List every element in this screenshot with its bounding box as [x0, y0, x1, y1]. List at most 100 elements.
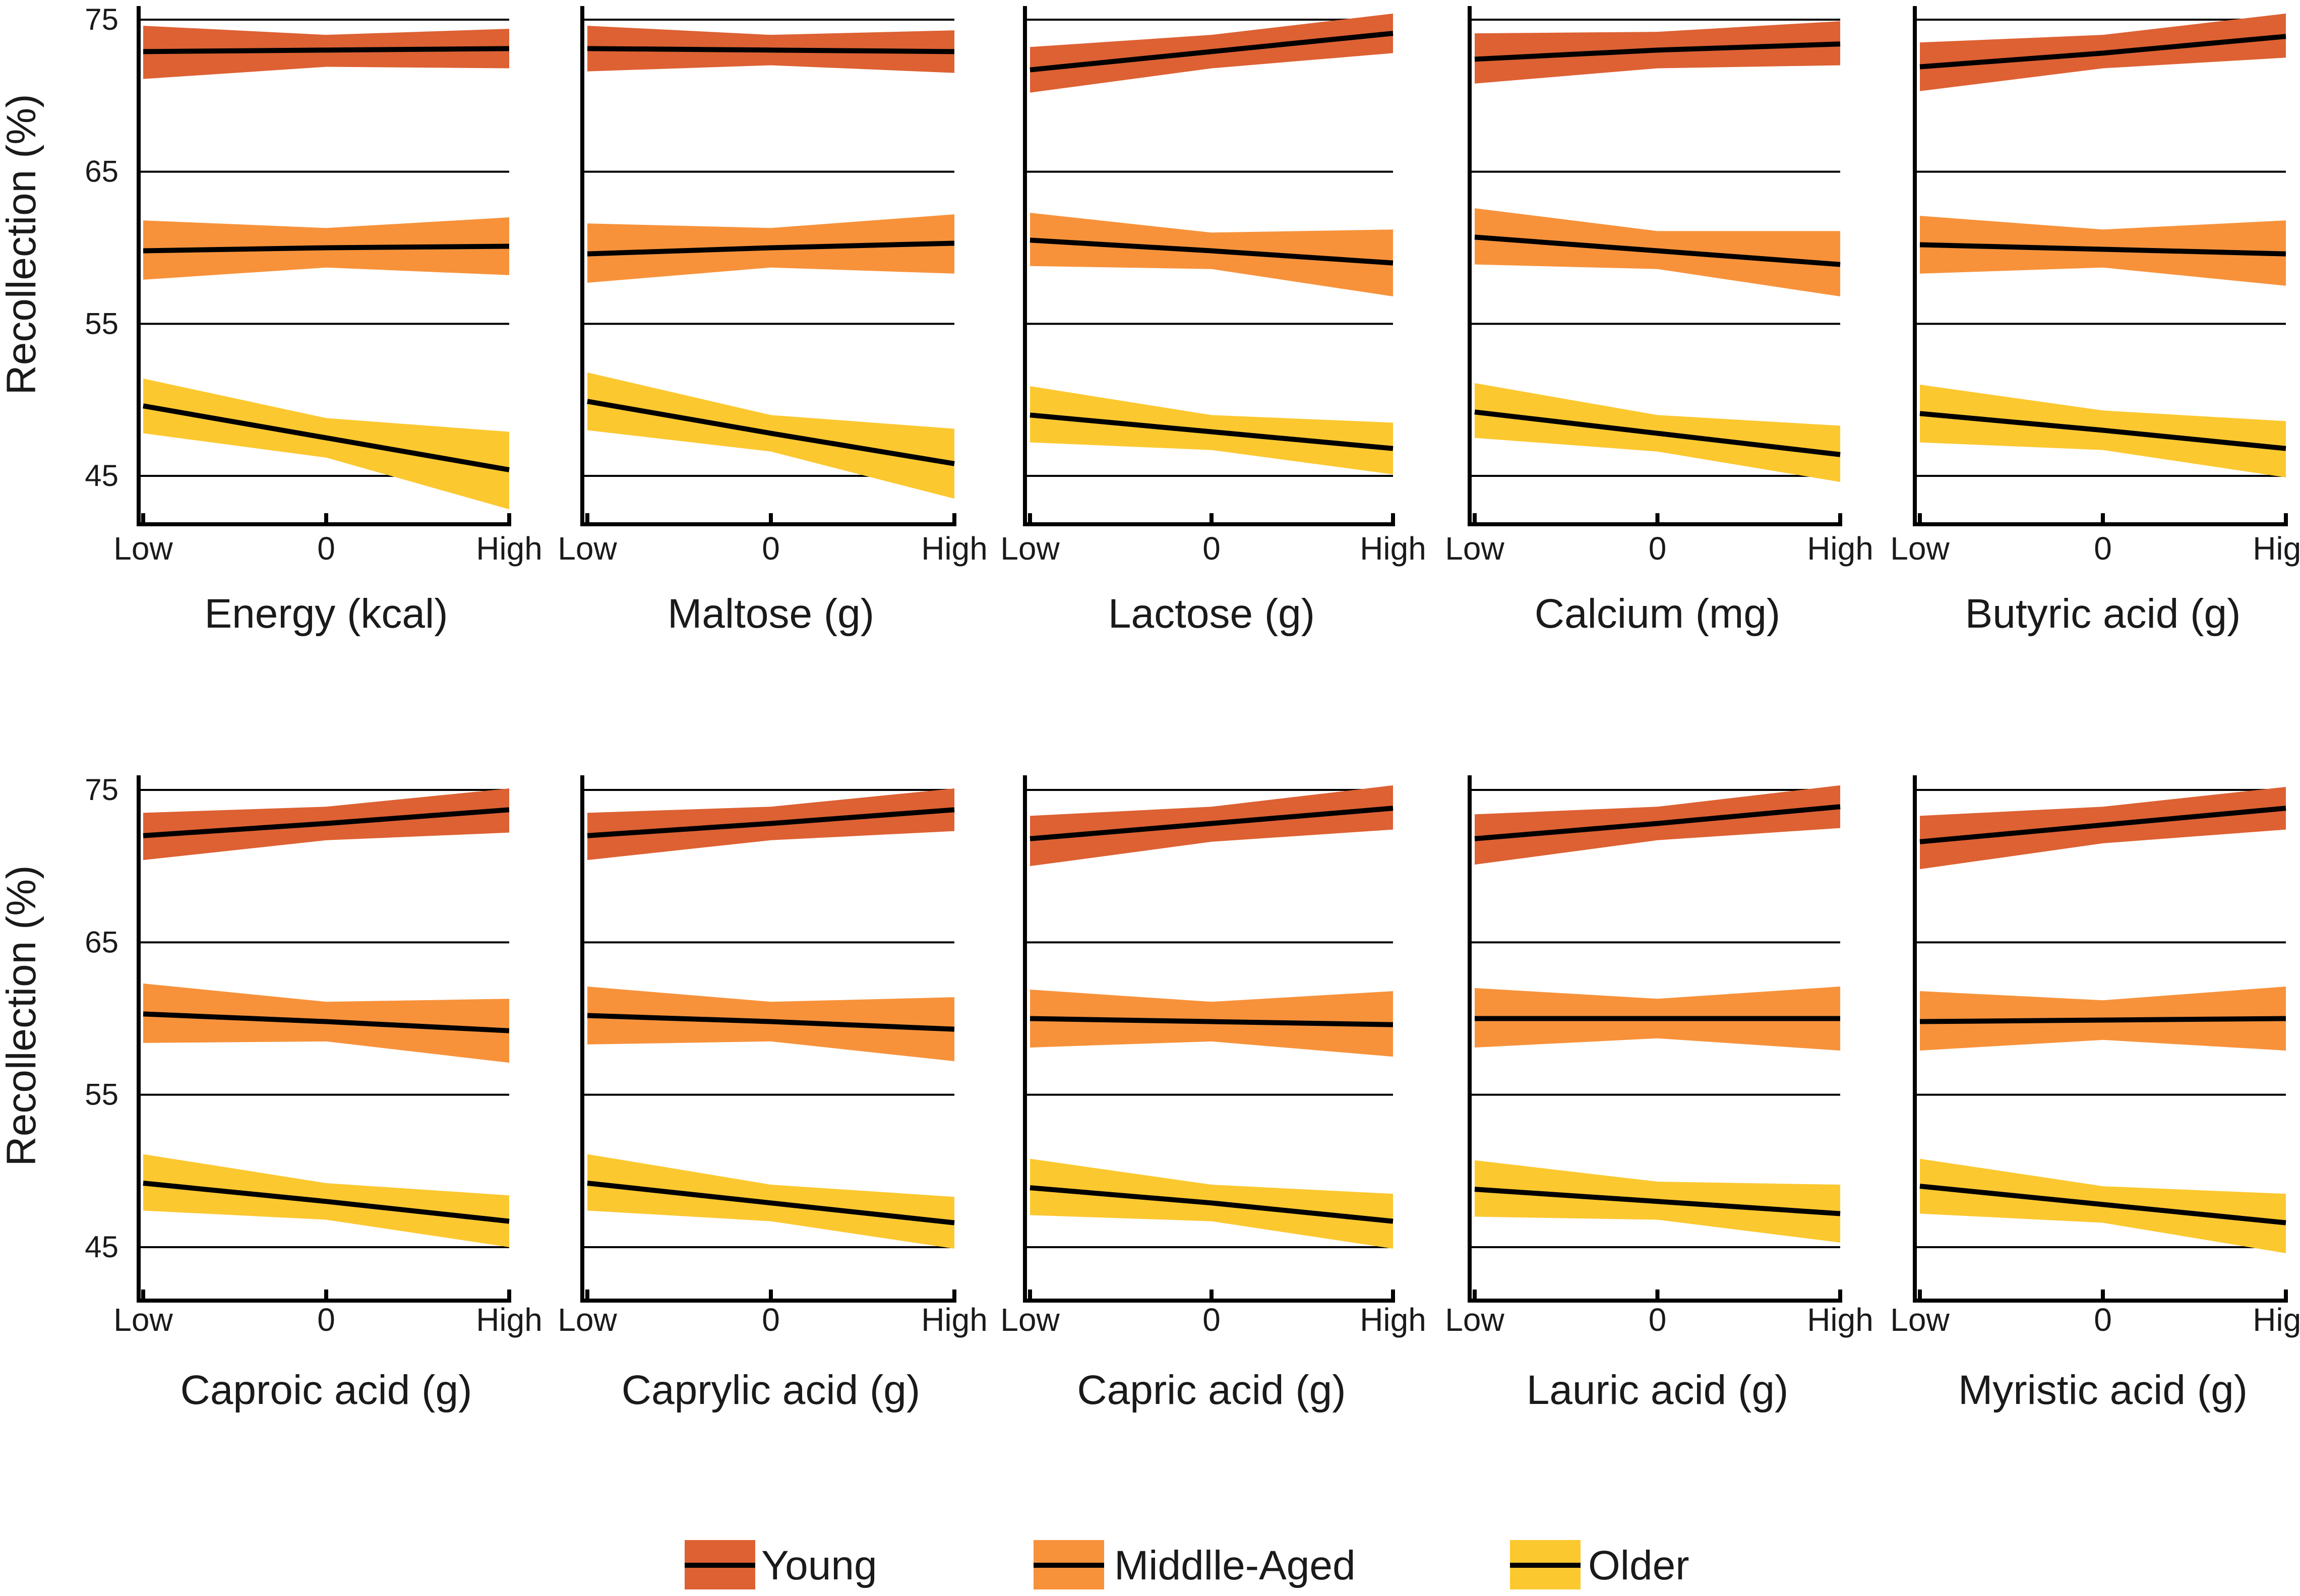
fit-line-middle-aged — [1919, 242, 2286, 257]
x-tick-label: Low — [1445, 1302, 1504, 1338]
x-axis-label: Butyric acid (g) — [1965, 591, 2241, 637]
fit-line-middle-aged — [587, 240, 955, 257]
x-tick-label: 0 — [317, 530, 335, 567]
fit-line-young — [143, 807, 510, 838]
fit-line-middle-aged — [1919, 1016, 2286, 1024]
fit-line-young — [1919, 34, 2286, 70]
fit-line-middle-aged — [143, 1011, 510, 1033]
ci-band-older — [143, 378, 509, 510]
x-tick-label: Low — [1890, 1302, 1950, 1338]
x-tick-label: Low — [558, 1302, 617, 1338]
x-tick-label: 0 — [1649, 530, 1667, 567]
panel-lauric-acid-g: Low 0 High Lauric acid (g) — [1445, 775, 1873, 1413]
x-tick-label: High — [2253, 530, 2300, 567]
x-axis-label: Maltose (g) — [668, 591, 874, 637]
y-tick-label: 65 — [85, 155, 118, 189]
legend-item-young: Young — [685, 1540, 877, 1589]
panel-lactose-g: Low 0 High Lactose (g) — [1000, 6, 1426, 637]
y-tick-label: 65 — [85, 925, 118, 959]
panel-maltose-g: Low 0 High Maltose (g) — [558, 6, 988, 637]
fit-line-middle-aged — [1030, 1016, 1394, 1027]
x-axis-label: Caproic acid (g) — [180, 1367, 472, 1413]
panel-calcium-mg: Low 0 High Calcium (mg) — [1445, 6, 1873, 637]
fit-line-young — [143, 46, 510, 54]
panel-butyric-acid-g: Low 0 High Butyric acid (g) — [1890, 6, 2300, 637]
x-axis-label: Caprylic acid (g) — [622, 1367, 920, 1413]
fit-line-middle-aged — [143, 243, 510, 254]
fit-line-older — [587, 1181, 955, 1225]
fit-line-older — [1919, 411, 2286, 451]
fit-line-middle-aged — [1030, 237, 1394, 266]
x-tick-label: 0 — [762, 530, 780, 567]
fit-line-older — [1474, 1187, 1841, 1216]
legend-item-older: Older — [1510, 1540, 1689, 1589]
fit-line-young — [1919, 806, 2286, 844]
legend: Young Middlle-Aged Older — [685, 1540, 1689, 1589]
fit-line-middle-aged — [587, 1013, 955, 1032]
x-tick-label: 0 — [1649, 1302, 1667, 1338]
x-axis-label: Lactose (g) — [1108, 591, 1315, 637]
panel-myristic-acid-g: Low 0 HighMyristic acid (g) — [1890, 775, 2300, 1413]
x-tick-label: High — [1360, 1302, 1426, 1338]
x-tick-label: Low — [1000, 1302, 1060, 1338]
x-tick-label: High — [1360, 530, 1426, 567]
y-axis-label: Recollection (%) — [0, 94, 44, 395]
x-tick-label: Low — [1000, 530, 1060, 567]
fit-line-older — [1919, 1184, 2286, 1225]
fit-line-young — [1030, 31, 1394, 73]
x-tick-label: Low — [113, 530, 173, 567]
x-tick-label: High — [921, 530, 988, 567]
x-axis-label: Calcium (mg) — [1535, 591, 1780, 637]
fit-line-older — [143, 1181, 510, 1224]
ci-band-young — [1920, 786, 2286, 870]
fit-line-older — [1030, 412, 1394, 451]
fit-line-older — [587, 399, 955, 466]
fit-line-older — [1030, 1185, 1394, 1224]
y-tick-label: 75 — [85, 773, 118, 807]
ci-band-middle-aged — [1030, 213, 1393, 297]
x-tick-label: High — [2253, 1302, 2300, 1338]
x-tick-label: High — [1807, 1302, 1873, 1338]
fit-line-young — [587, 46, 955, 54]
x-tick-label: Low — [1445, 530, 1504, 567]
x-tick-label: 0 — [762, 1302, 780, 1338]
x-tick-label: High — [476, 530, 542, 567]
fit-line-young — [587, 807, 955, 838]
fit-line-middle-aged — [1474, 234, 1841, 267]
fit-line-young — [1474, 41, 1841, 62]
x-tick-label: High — [1807, 530, 1873, 567]
y-axis-label: Recollection (%) — [0, 866, 44, 1167]
legend-item-middle-aged: Middlle-Aged — [1034, 1540, 1356, 1589]
x-tick-label: Low — [113, 1302, 173, 1338]
fit-line-older — [143, 403, 510, 472]
x-tick-label: High — [476, 1302, 542, 1338]
panel-grid: Low 0 High Energy (kcal) 45 55 65 75 Recollectio… — [0, 3, 2300, 1413]
x-tick-label: Low — [558, 530, 617, 567]
x-tick-label: Low — [1890, 530, 1950, 567]
x-axis-label: Lauric acid (g) — [1527, 1367, 1789, 1413]
x-tick-label: 0 — [1202, 530, 1221, 567]
x-axis-label: Capric acid (g) — [1077, 1367, 1346, 1413]
y-tick-label: 55 — [85, 1078, 118, 1112]
fit-line-young — [1474, 804, 1841, 841]
x-tick-label: 0 — [1202, 1302, 1221, 1338]
legend-label: Older — [1588, 1543, 1689, 1588]
legend-label: Middlle-Aged — [1114, 1543, 1356, 1588]
x-tick-label: 0 — [2094, 1302, 2112, 1338]
y-tick-label: 75 — [85, 3, 118, 36]
x-tick-label: High — [921, 1302, 988, 1338]
fit-line-older — [1474, 409, 1841, 457]
x-tick-label: 0 — [2094, 530, 2112, 567]
y-tick-label: 45 — [85, 1230, 118, 1264]
y-tick-label: 45 — [85, 459, 118, 493]
x-axis-label: Myristic acid (g) — [1958, 1367, 2248, 1413]
fit-line-young — [1030, 806, 1394, 841]
x-tick-label: 0 — [317, 1302, 335, 1338]
x-axis-label: Energy (kcal) — [204, 591, 448, 637]
panel-capric-acid-g: Low 0 High Capric acid (g) — [1000, 775, 1426, 1413]
panel-energy-kcal: Low 0 High Energy (kcal) 45 55 65 75 Recollectio… — [0, 3, 542, 637]
y-tick-label: 55 — [85, 306, 118, 340]
